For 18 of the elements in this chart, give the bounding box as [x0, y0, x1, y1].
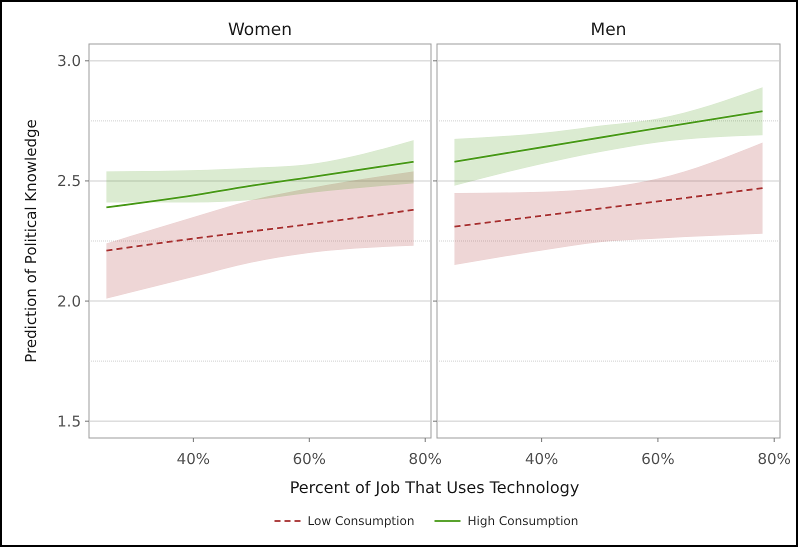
- line-series: [105, 208, 415, 252]
- x-tick-label: 80%: [408, 450, 442, 468]
- y-tick-label: 3.0: [57, 52, 81, 70]
- x-axis-title: Percent of Job That Uses Technology: [290, 478, 580, 497]
- x-tick-label: 40%: [524, 450, 558, 468]
- chart-title: Women: [228, 20, 292, 40]
- x-tick-label: 60%: [292, 450, 326, 468]
- y-tick-label: 2.0: [57, 292, 81, 310]
- x-tick-label: 80%: [758, 450, 791, 468]
- x-tick-label: 60%: [641, 450, 675, 468]
- line-series: [105, 160, 415, 208]
- y-tick-label: 2.5: [57, 172, 81, 190]
- legend-label: Low Consumption: [308, 514, 414, 528]
- y-tick-label: 1.5: [57, 412, 81, 430]
- y-axis-title: Prediction of Political Knowledge: [22, 119, 40, 363]
- legend-label: High Consumption: [468, 514, 578, 528]
- x-tick-label: 40%: [176, 450, 210, 468]
- chart-title: Men: [590, 20, 626, 40]
